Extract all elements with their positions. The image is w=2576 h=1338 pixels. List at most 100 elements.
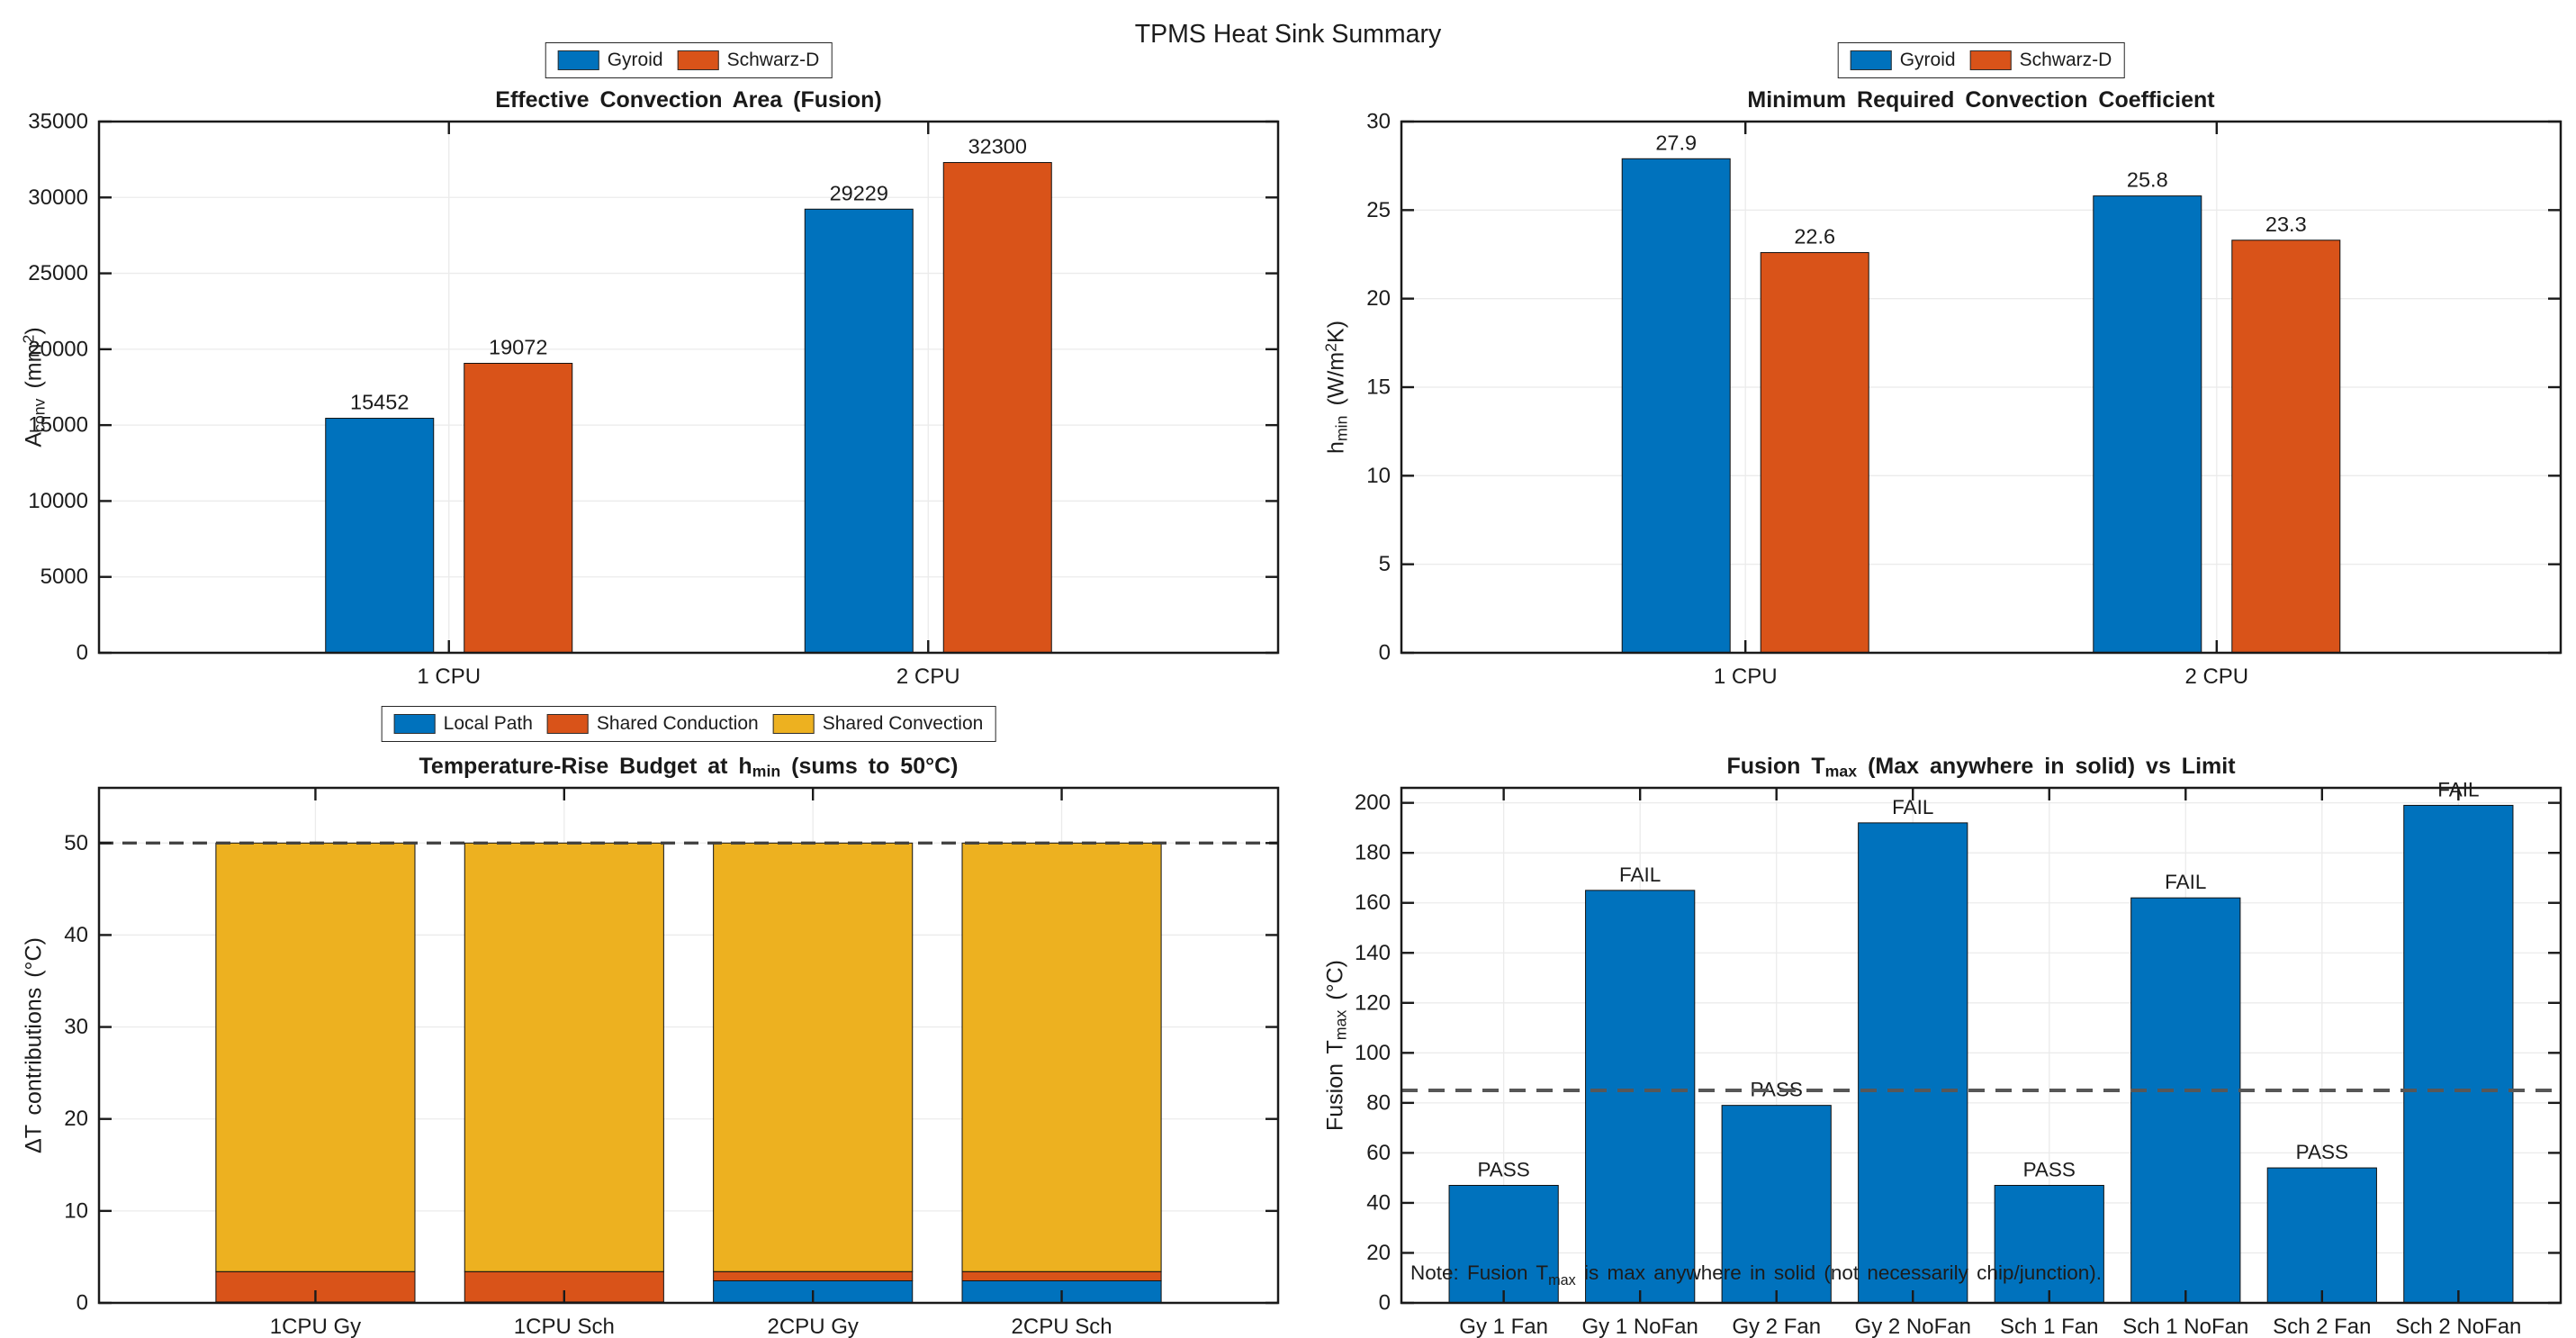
bar-segment — [961, 842, 1162, 1272]
bar — [2266, 1167, 2377, 1304]
bar-value-label: PASS — [2296, 1141, 2348, 1163]
axes-box — [97, 120, 1280, 655]
legend-label: Schwarz-D — [2019, 50, 2112, 70]
legend-item: Gyroid — [557, 50, 663, 71]
y-tick-label: 10000 — [28, 489, 88, 513]
legend-swatch-icon — [1850, 50, 1892, 70]
y-tick-label: 160 — [1355, 890, 1391, 915]
legend-item: Schwarz-D — [1969, 50, 2112, 71]
x-tick-label: 1 CPU — [417, 664, 481, 689]
x-tick-label: Gy 1 NoFan — [1581, 1315, 1698, 1338]
text-fragment: Temperature-Rise Budget at h — [419, 754, 752, 779]
legend-swatch-icon — [546, 714, 589, 734]
bar — [2231, 240, 2341, 654]
bar-value-label: 27.9 — [1655, 131, 1697, 154]
y-tick-label: 15 — [1366, 375, 1391, 400]
x-tick-label: Sch 1 Fan — [2000, 1315, 2098, 1338]
y-tick-label: 20 — [64, 1107, 88, 1131]
legend-item: Gyroid — [1850, 50, 1956, 71]
bar — [1760, 252, 1869, 654]
bar-segment — [961, 1270, 1162, 1281]
axes-box — [97, 786, 1280, 1305]
y-tick-label: 10 — [1366, 464, 1391, 488]
text-fragment: (Max anywhere in solid) vs Limit — [1857, 754, 2236, 779]
text-fragment: Effective Convection Area (Fusion) — [495, 87, 882, 113]
text-fragment: (sums to 50°C) — [780, 754, 959, 779]
x-tick-label: Sch 2 Fan — [2273, 1315, 2371, 1338]
y-tick-label: 40 — [1366, 1190, 1391, 1215]
legend: Local Path Shared Conduction Shared Convec… — [381, 706, 996, 742]
chart-panel-effective-convection-area: Gyroid Schwarz-D Effective Convection Area… — [0, 36, 1288, 693]
x-tick-label: 2 CPU — [896, 664, 960, 689]
legend-label: Shared Conduction — [596, 713, 759, 734]
subscript-text: min — [752, 762, 781, 781]
bar — [1448, 1184, 1559, 1304]
y-tick-label: 30 — [1366, 110, 1391, 134]
chart-title: Temperature-Rise Budget at hmin (sums to… — [419, 754, 959, 781]
y-tick-label: 120 — [1355, 990, 1391, 1015]
chart-plot: 27.9 25.8 22.6 23.3 0 5 10 15 20 25 30 1 CPU 2 CPU — [1366, 110, 2562, 689]
bar — [1994, 1184, 2104, 1304]
chart-plot: 15452 29229 19072 32300 0 5000 10000 15000 20000… — [28, 110, 1280, 689]
legend-swatch-icon — [1969, 50, 2012, 70]
y-tick-label: 20 — [1366, 1241, 1391, 1265]
bar — [325, 418, 435, 654]
bar — [2093, 195, 2202, 654]
bar-value-label: 25.8 — [2127, 168, 2168, 192]
x-tick-label: 1CPU Sch — [514, 1315, 615, 1338]
chart-title: Effective Convection Area (Fusion) — [495, 87, 881, 113]
x-tick-label: 1 CPU — [1714, 664, 1778, 689]
bar-value-label: 23.3 — [2265, 212, 2307, 236]
x-tick-label: Sch 2 NoFan — [2395, 1315, 2521, 1338]
legend-label: Shared Convection — [822, 713, 984, 734]
y-tick-label: 40 — [64, 923, 88, 947]
bar-segment — [713, 842, 914, 1272]
bar-value-label: FAIL — [2165, 871, 2206, 893]
legend-swatch-icon — [557, 50, 599, 70]
y-tick-label: 0 — [77, 1291, 88, 1315]
bar — [1621, 158, 1731, 654]
bar — [942, 162, 1052, 654]
figure-title: TPMS Heat Sink Summary — [1134, 20, 1442, 50]
chart-panel-temperature-rise-budget: Local Path Shared Conduction Shared Convec… — [0, 702, 1288, 1338]
legend: Gyroid Schwarz-D — [545, 42, 833, 78]
legend-label: Local Path — [443, 713, 533, 734]
y-tick-label: 60 — [1366, 1141, 1391, 1165]
y-tick-label: 20000 — [28, 337, 88, 361]
y-tick-label: 15000 — [28, 413, 88, 438]
y-tick-label: 100 — [1355, 1041, 1391, 1065]
axes-box — [1400, 786, 2562, 1305]
y-tick-label: 30 — [64, 1015, 88, 1039]
bar-value-label: 29229 — [830, 181, 888, 204]
bar — [1585, 890, 1696, 1304]
x-tick-label: 2CPU Gy — [768, 1315, 859, 1338]
legend-swatch-icon — [772, 714, 815, 734]
bar — [804, 208, 914, 654]
x-tick-label: Gy 2 Fan — [1732, 1315, 1821, 1338]
x-tick-label: Gy 1 Fan — [1459, 1315, 1548, 1338]
x-tick-label: 2CPU Sch — [1012, 1315, 1112, 1338]
x-tick-label: Gy 2 NoFan — [1855, 1315, 1971, 1338]
bar-value-label: 15452 — [350, 391, 409, 414]
bar-segment — [713, 1270, 914, 1281]
x-tick-label: 2 CPU — [2184, 664, 2248, 689]
y-tick-label: 180 — [1355, 841, 1391, 865]
y-tick-label: 50 — [64, 831, 88, 855]
bar-segment — [464, 842, 664, 1272]
bar-value-label: 22.6 — [1794, 225, 1835, 249]
chart-plot: 0 10 20 30 40 50 1CPU Gy 1CPU Sch 2CPU Gy 2CPU Sc… — [64, 786, 1280, 1338]
text-fragment: Minimum Required Convection Coefficient — [1747, 87, 2215, 113]
legend-item: Shared Conduction — [546, 713, 759, 735]
y-tick-label: 35000 — [28, 110, 88, 134]
y-tick-label: 140 — [1355, 941, 1391, 965]
chart-panel-fusion-tmax-vs-limit: Fusion Tmax (Max anywhere in solid) vs L… — [1288, 702, 2576, 1338]
legend-item: Local Path — [393, 713, 533, 735]
legend-label: Gyroid — [1899, 50, 1956, 70]
bar — [1721, 1105, 1832, 1304]
bar-value-label: PASS — [1477, 1158, 1529, 1180]
x-tick-label: 1CPU Gy — [270, 1315, 361, 1338]
y-tick-label: 5000 — [41, 565, 88, 589]
y-tick-label: 200 — [1355, 791, 1391, 815]
y-tick-label: 0 — [77, 641, 88, 665]
bar — [2130, 897, 2241, 1304]
